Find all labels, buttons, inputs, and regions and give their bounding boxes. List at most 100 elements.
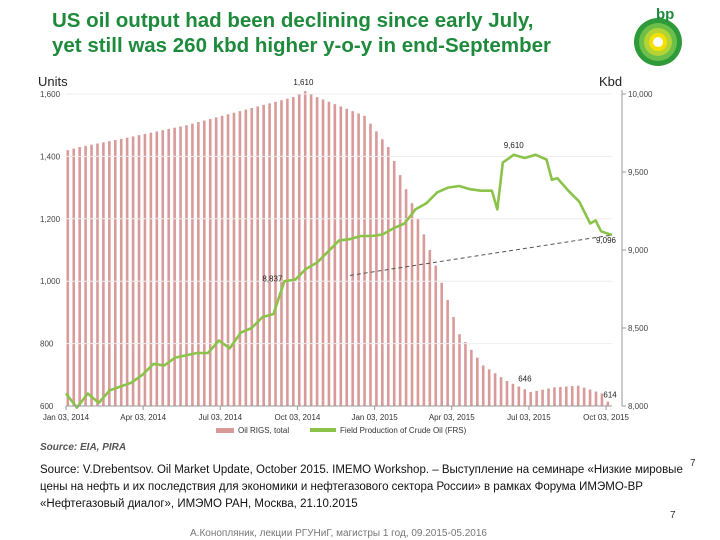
rig-bar (392, 161, 396, 406)
rig-bar (493, 373, 497, 406)
rig-bar (125, 137, 129, 406)
x-tick-label: Apr 03, 2014 (120, 413, 166, 422)
rig-bar (541, 389, 544, 406)
rig-bar (244, 109, 248, 406)
rig-bar (149, 132, 153, 407)
rig-bar (565, 386, 568, 406)
rig-bar (369, 123, 372, 406)
rig-bar (499, 377, 503, 406)
rig-bar (505, 381, 509, 406)
rig-bar (232, 112, 236, 406)
rig-bar (351, 111, 354, 406)
rig-bar (256, 106, 260, 407)
rig-bar (66, 150, 70, 406)
rig-bar (297, 94, 301, 406)
rig-bar (481, 365, 485, 406)
rig-bar (262, 104, 265, 407)
left-tick-label: 1,600 (40, 90, 61, 99)
production-line (64, 153, 613, 409)
rig-bar (90, 144, 93, 406)
rig-bar (529, 391, 533, 406)
right-axis-title: Kbd (599, 74, 622, 89)
rig-bar (167, 128, 170, 406)
rig-bar (422, 234, 426, 406)
rig-bar (161, 130, 165, 406)
rig-bar (434, 265, 438, 406)
x-tick-label: Jul 03, 2015 (507, 413, 551, 422)
right-tick-label: 9,000 (628, 246, 649, 255)
rig-bar (137, 135, 141, 406)
rig-bar (185, 125, 188, 406)
left-tick-label: 800 (40, 340, 54, 349)
legend: Oil RIGS, total Field Production of Crude… (216, 426, 467, 435)
rig-bar (268, 103, 271, 407)
rig-bars (66, 91, 610, 407)
annotation-label: 9,096 (596, 236, 617, 245)
oil-chart: Units Kbd 600 800 1,000 1,200 1,400 1,600 8,0… (38, 74, 653, 435)
legend-rigs-label: Oil RIGS, total (238, 426, 289, 435)
x-tick-label: Oct 03, 2014 (275, 413, 321, 422)
rig-bar (357, 113, 360, 406)
rig-bar (286, 98, 289, 407)
rig-bar (303, 91, 307, 406)
rig-bar (428, 250, 432, 406)
rig-bar (458, 334, 461, 406)
right-tick-label: 8,500 (628, 324, 649, 333)
rig-bar (446, 299, 449, 406)
rig-bar (600, 393, 604, 406)
rig-bar (321, 99, 325, 407)
rig-bar (559, 386, 562, 406)
bp-helios-logo-icon (634, 18, 682, 66)
rig-bar (547, 388, 550, 406)
rig-bar (570, 386, 574, 406)
rig-bar (238, 111, 242, 406)
rig-bar (191, 123, 194, 406)
right-tick-label: 8,000 (628, 402, 649, 411)
slide-number-top: 7 (690, 458, 696, 469)
rig-bar (381, 139, 384, 406)
rig-bar (440, 282, 443, 406)
slide-title-line-2: yet still was 260 kbd higher y-o-y in en… (52, 34, 551, 57)
rig-bar (197, 122, 200, 406)
rig-bar (523, 389, 527, 406)
rig-bar (452, 317, 455, 406)
rig-bar (398, 175, 402, 406)
rig-bar (339, 106, 343, 407)
rig-bar (226, 114, 230, 406)
left-tick-label: 1,000 (40, 277, 61, 286)
rig-bar (386, 147, 390, 406)
left-tick-label: 1,400 (40, 152, 61, 161)
x-tick-label: Jul 03, 2014 (199, 413, 243, 422)
rig-bar (113, 140, 117, 406)
rig-bar (203, 120, 206, 406)
rig-bar (102, 142, 105, 407)
left-axis-title: Units (38, 74, 68, 89)
rig-bar (345, 108, 349, 406)
annotation-label: 646 (518, 375, 532, 384)
x-tick-label: Jan 03, 2014 (43, 413, 90, 422)
rig-bar (588, 389, 592, 406)
rig-bar (280, 100, 283, 407)
rig-bar (78, 147, 81, 406)
right-axis-ticks: 8,000 8,500 9,000 9,500 10,000 (621, 90, 653, 411)
annotation-label: 614 (603, 391, 617, 400)
rig-bar (333, 104, 337, 406)
x-tick-label: Apr 03, 2015 (429, 413, 475, 422)
rig-bar (119, 138, 123, 406)
x-axis-ticks: Jan 03, 2014 Apr 03, 2014 Jul 03, 2014 Oct … (43, 405, 630, 422)
annotation-label: 8,837 (262, 274, 283, 283)
rig-bar (72, 148, 76, 406)
gridlines (66, 93, 612, 407)
rig-bar (416, 218, 420, 406)
legend-production-label: Field Production of Crude Oil (FRS) (340, 426, 467, 435)
trend-line (349, 234, 613, 276)
rig-bar (410, 203, 414, 406)
right-tick-label: 9,500 (628, 168, 649, 177)
rig-bar (131, 136, 135, 406)
rig-bar (375, 131, 378, 406)
rig-bar (553, 387, 556, 406)
slide-number-bottom: 7 (670, 510, 676, 521)
rig-bar (108, 141, 111, 406)
legend-rigs-swatch (216, 428, 234, 433)
rig-bar (96, 143, 99, 406)
